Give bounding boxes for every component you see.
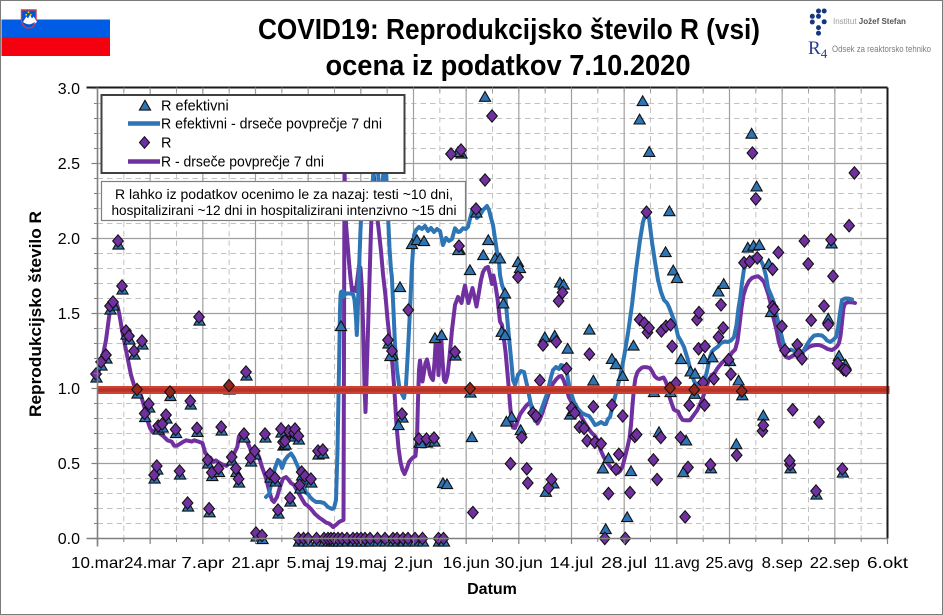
svg-text:2.jun: 2.jun [394,555,433,572]
svg-text:10.mar: 10.mar [71,555,125,572]
svg-text:2.0: 2.0 [58,231,80,248]
svg-text:1.5: 1.5 [58,306,80,323]
svg-text:14.jul: 14.jul [550,555,594,572]
svg-text:28.jul: 28.jul [601,555,647,572]
svg-text:25.avg: 25.avg [706,555,754,572]
svg-text:19.maj: 19.maj [335,555,387,572]
svg-text:hospitalizirani ~12 dni in hos: hospitalizirani ~12 dni in hospitalizira… [112,203,457,218]
svg-text:Datum: Datum [467,581,517,598]
svg-text:1.0: 1.0 [58,381,80,398]
svg-text:Institut Jožef Stefan: Institut Jožef Stefan [833,17,906,26]
svg-text:R lahko iz podatkov ocenimo le: R lahko iz podatkov ocenimo le za nazaj:… [115,187,453,202]
svg-text:6.okt: 6.okt [867,555,909,572]
svg-text:0.0: 0.0 [58,531,80,548]
svg-text:R: R [161,136,171,152]
svg-text:R efektivni - drseče povprečje: R efektivni - drseče povprečje 7 dni [161,117,382,133]
svg-text:R - drseče povprečje 7 dni: R - drseče povprečje 7 dni [161,155,324,171]
svg-text:16.jun: 16.jun [443,555,490,572]
svg-text:0.5: 0.5 [58,456,80,473]
svg-text:7.apr: 7.apr [181,555,225,572]
svg-text:30.jun: 30.jun [495,555,543,572]
svg-text:5.maj: 5.maj [287,555,330,572]
svg-text:8.sep: 8.sep [762,555,803,572]
svg-text:ocena iz podatkov 7.10.2020: ocena iz podatkov 7.10.2020 [326,50,691,82]
svg-text:Reprodukcijsko število R: Reprodukcijsko število R [26,211,45,417]
svg-text:2.5: 2.5 [58,156,80,173]
svg-text:3.0: 3.0 [58,81,80,98]
svg-text:22.sep: 22.sep [810,555,860,572]
svg-text:21.apr: 21.apr [232,555,281,572]
svg-text:COVID19: Reprodukcijsko števil: COVID19: Reprodukcijsko število R (vsi) [258,14,760,46]
svg-text:R4: R4 [808,38,828,61]
svg-text:Odsek za reaktorsko tehniko: Odsek za reaktorsko tehniko [832,44,931,54]
svg-text:11.avg: 11.avg [654,555,700,572]
svg-text:24.mar: 24.mar [124,555,177,572]
svg-text:R efektivni: R efektivni [161,99,229,115]
